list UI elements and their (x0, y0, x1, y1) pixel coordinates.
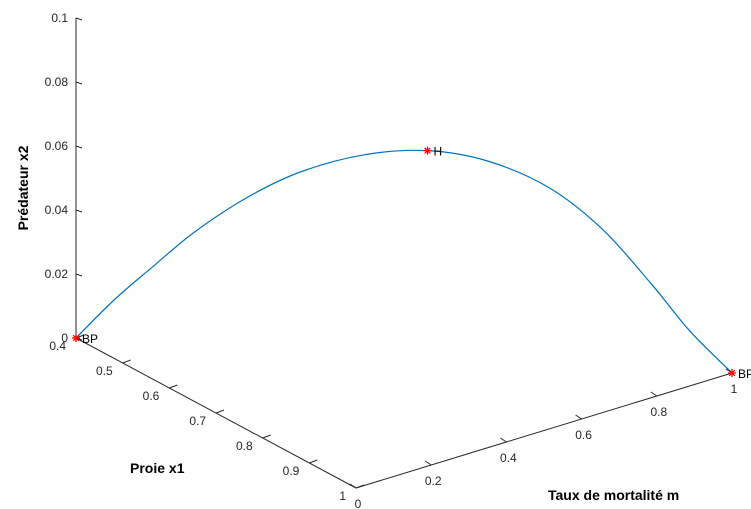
x-tick-label: 0.2 (425, 474, 442, 488)
x-tick-label: 1 (731, 382, 738, 396)
z-tick (75, 145, 83, 149)
z-tick-label: 0.06 (45, 139, 69, 153)
point-label: H (433, 145, 442, 159)
z-tick-label: 0 (61, 331, 68, 345)
z-tick-label: 0.08 (45, 75, 69, 89)
point-markers: BP H BP (72, 145, 751, 381)
tick-marks (75, 17, 733, 489)
y-tick-label: 1 (339, 489, 346, 503)
z-axis-label: Prédateur x2 (15, 145, 31, 230)
z-tick (75, 209, 83, 213)
point-marker-h (423, 146, 432, 155)
marker-stroke (72, 334, 80, 342)
z-tick-label: 0.04 (45, 203, 69, 217)
y-tick (262, 434, 271, 439)
y-axis-label: Proie x1 (130, 460, 185, 476)
x-tick-label: 0.4 (500, 451, 517, 465)
point-marker-bp (72, 334, 80, 342)
z-tick-label: 0.1 (51, 11, 68, 25)
point-marker-bp (728, 369, 736, 377)
series-line (75, 149, 733, 374)
x-tick (424, 460, 432, 466)
x-tick-label: 0.6 (575, 428, 592, 442)
z-tick (75, 17, 83, 21)
tick-labels: 00.020.040.060.080.10.40.50.60.70.80.910… (45, 11, 738, 509)
y-tick-label: 0.7 (189, 414, 206, 428)
y-tick-label: 0.9 (283, 464, 300, 478)
z-tick (75, 81, 83, 85)
x-tick (500, 437, 507, 443)
x-tick (575, 414, 582, 420)
x-tick-label: 0 (355, 497, 362, 509)
y-tick-label: 0.8 (236, 439, 253, 453)
y-tick (122, 359, 131, 364)
y-tick-label: 0.4 (49, 339, 66, 353)
y-tick-label: 0.6 (143, 389, 160, 403)
x-axis-line (355, 372, 733, 489)
marker-stroke (728, 369, 736, 377)
x-tick (650, 391, 658, 397)
x-axis-label: Taux de mortalité m (548, 487, 679, 503)
y-tick (309, 459, 318, 464)
z-tick-label: 0.02 (45, 267, 69, 281)
y-tick-label: 0.5 (96, 364, 113, 378)
axes (75, 18, 733, 489)
y-tick (169, 384, 178, 389)
y-tick (215, 409, 225, 414)
y-tick (355, 484, 365, 489)
x-tick-label: 0.8 (650, 405, 667, 419)
point-label: BP (82, 332, 98, 346)
z-tick (75, 273, 83, 277)
point-label: BP (738, 367, 751, 381)
x-tick (349, 483, 357, 489)
marker-stroke (424, 147, 431, 154)
